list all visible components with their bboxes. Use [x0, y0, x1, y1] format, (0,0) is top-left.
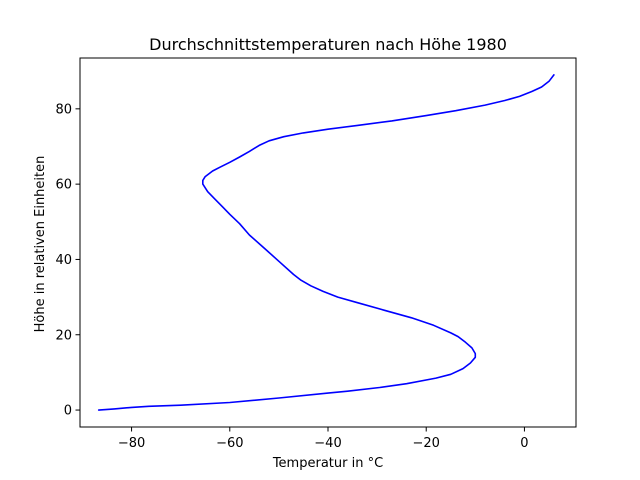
y-tick-label: 60: [55, 178, 72, 193]
chart-title: Durchschnittstemperaturen nach Höhe 1980: [149, 35, 507, 54]
y-tick-label: 0: [64, 404, 72, 419]
axis-ticks: −80 −60 −40 −20 0 0 20 40 60 80: [55, 102, 528, 451]
axis-labels: Durchschnittstemperaturen nach Höhe 1980…: [33, 35, 507, 471]
series-line-1: [97, 74, 555, 411]
x-tick-label: −40: [314, 436, 341, 451]
y-tick-label: 40: [55, 253, 72, 268]
x-tick-label: −20: [412, 436, 439, 451]
x-axis-label: Temperatur in °C: [272, 456, 383, 471]
y-axis-label: Höhe in relativen Einheiten: [33, 156, 48, 333]
x-tick-label: 0: [520, 436, 528, 451]
y-tick-label: 80: [55, 102, 72, 117]
x-tick-label: −60: [216, 436, 243, 451]
x-tick-label: −80: [118, 436, 145, 451]
y-tick-label: 20: [55, 328, 72, 343]
